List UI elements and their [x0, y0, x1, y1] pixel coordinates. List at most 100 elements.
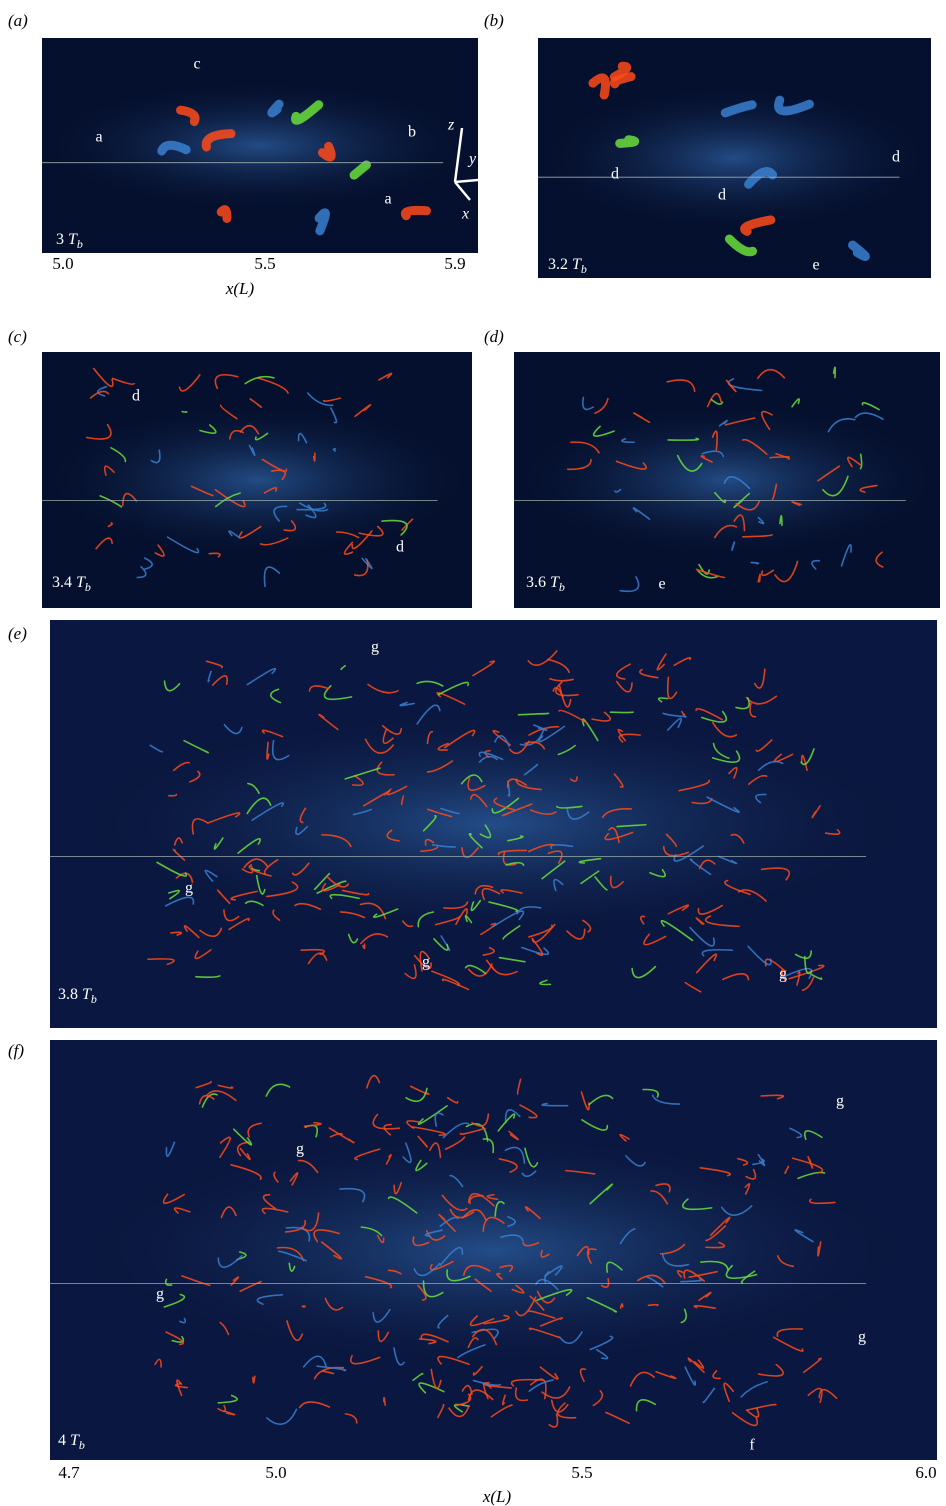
vortex-filament: [637, 1274, 666, 1284]
time-subscript: b: [85, 580, 91, 594]
vortex-filament: [797, 1171, 826, 1180]
time-value: 3.6: [526, 574, 546, 591]
vortex-filament: [174, 1382, 189, 1389]
vortex-filament: [647, 1303, 659, 1307]
vortex-filament: [741, 438, 768, 455]
vortex-filament: [824, 828, 841, 835]
vortex-filament: [316, 880, 347, 894]
vortex-filament: [353, 559, 369, 577]
vortex-filament: [437, 742, 449, 751]
vortex-filament: [730, 833, 745, 844]
vortex-filament: [714, 491, 727, 504]
vortex-filament: [818, 1388, 838, 1399]
vortex-filament: [99, 495, 123, 508]
vortex-filament: [472, 1365, 483, 1376]
vortex-filament: [85, 423, 112, 440]
vortex-filament: [576, 1245, 590, 1257]
vortex-filament: [459, 1127, 486, 1135]
vortex-filament: [239, 1147, 251, 1161]
annotation: c: [341, 248, 348, 265]
vortex-filament: [725, 379, 737, 393]
vortex-filament: [246, 667, 277, 686]
vortex-filament: [655, 1183, 671, 1193]
vortex-filament: [609, 72, 636, 89]
vortex-filament: [633, 412, 651, 424]
vortex-filament: [731, 1411, 759, 1427]
vortex-filament: [486, 1193, 499, 1201]
vortex-filament: [213, 837, 224, 850]
vortex-filament: [166, 536, 200, 554]
vortex-filament: [464, 914, 473, 924]
vortex-filament: [760, 867, 791, 881]
time-value: 3.4: [52, 574, 72, 591]
vortex-filament: [875, 551, 884, 568]
vortex-filament: [322, 397, 342, 403]
vortex-filament: [222, 1410, 236, 1416]
vortex-filament: [416, 680, 444, 687]
vortex-filament: [255, 874, 266, 895]
vortex-filament: [236, 1141, 250, 1157]
vortex-filament: [173, 1207, 191, 1214]
vortex-filament: [402, 920, 414, 928]
vortex-filament: [402, 1142, 412, 1164]
vortex-filament: [239, 424, 260, 435]
vortex-filament: [474, 1278, 492, 1292]
vortex-filament: [429, 1260, 454, 1271]
time-subscript: b: [559, 580, 565, 594]
vortex-filament: [498, 956, 526, 963]
vortex-filament: [393, 1181, 403, 1195]
vortex-filament: [779, 515, 783, 527]
x-axis-label: x(L): [225, 279, 255, 298]
vortex-filament: [817, 1241, 822, 1257]
vortex-filament: [339, 911, 366, 919]
vortex-filament: [449, 1174, 464, 1188]
vortex-filament: [662, 712, 687, 718]
vortex-filament: [619, 576, 640, 593]
vortex-filament: [737, 1157, 749, 1166]
vortex-filament: [376, 761, 395, 776]
vortex-filament: [616, 663, 631, 680]
vortex-filament: [147, 958, 175, 966]
vortex-filament: [352, 808, 373, 816]
vortex-filament: [539, 1317, 563, 1327]
vortex-filament: [354, 1148, 381, 1161]
vortex-filament: [515, 1296, 537, 1317]
vortex-filament: [589, 1183, 614, 1205]
vortex-filament: [687, 1357, 705, 1374]
annotation: g: [185, 880, 193, 897]
vortex-filament: [809, 973, 823, 980]
vortex-filament: [149, 744, 164, 753]
vortex-art: [538, 61, 931, 262]
vortex-filament: [608, 827, 620, 844]
vortex-filament: [349, 160, 371, 180]
vortex-filament: [717, 855, 738, 865]
vortex-filament: [693, 1305, 716, 1310]
vortex-filament: [305, 504, 317, 519]
vortex-filament: [217, 1394, 238, 1404]
vortex-filament: [339, 1187, 366, 1203]
vortex-filament: [605, 1411, 630, 1425]
vortex-filament: [697, 904, 724, 915]
annotation: g: [371, 639, 379, 656]
vortex-filament: [667, 437, 700, 441]
vortex-filament: [700, 1260, 729, 1271]
panel-label: (c): [8, 327, 27, 346]
vortex-filament: [527, 650, 558, 666]
vortex-filament: [189, 770, 201, 783]
vortex-filament: [217, 1084, 234, 1089]
vortex-filament: [757, 368, 786, 380]
vortex-filament: [376, 1234, 385, 1244]
vortex-filament: [301, 1305, 306, 1308]
vortex-filament: [704, 915, 740, 928]
vortex-filament: [788, 964, 825, 980]
vortex-filament: [689, 858, 712, 876]
vortex-filament: [502, 1394, 506, 1406]
vortex-filament: [848, 240, 870, 262]
vortex-filament: [199, 424, 217, 434]
vortex-filament: [341, 889, 370, 896]
vortex-filament: [533, 724, 548, 732]
vortex-filament: [528, 1310, 556, 1319]
vortex-filament: [507, 835, 524, 842]
vortex-filament: [547, 658, 570, 674]
vortex-filament: [733, 492, 751, 509]
